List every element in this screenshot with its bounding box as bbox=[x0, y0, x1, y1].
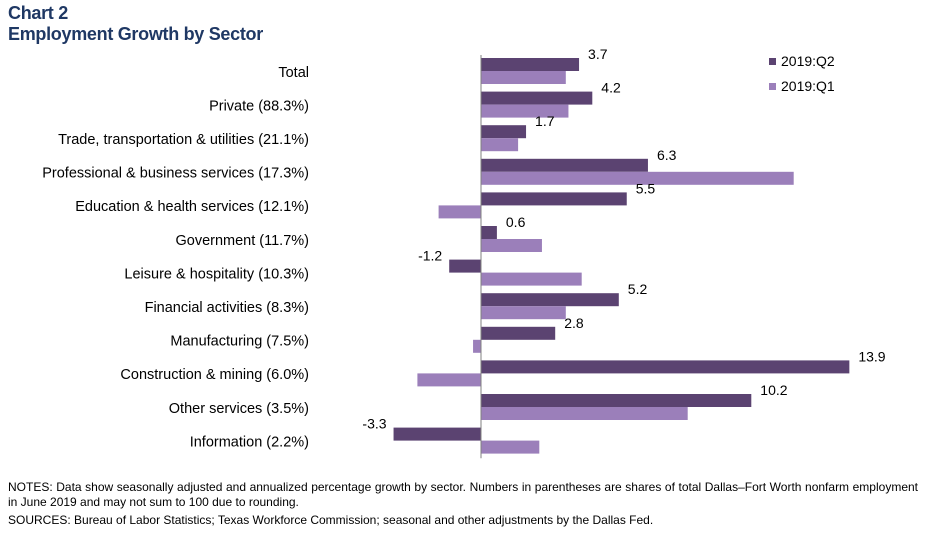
data-label: 2.8 bbox=[564, 315, 584, 331]
bar-q1 bbox=[481, 272, 582, 286]
chart-notes: NOTES: Data show seasonally adjusted and… bbox=[8, 480, 918, 509]
chart-title-block: Chart 2 Employment Growth by Sector bbox=[8, 3, 263, 45]
data-label: 5.5 bbox=[636, 180, 656, 196]
data-label: 4.2 bbox=[601, 80, 621, 96]
data-label: 6.3 bbox=[657, 147, 677, 163]
category-label: Construction & mining (6.0%) bbox=[120, 367, 309, 383]
legend-label: 2019:Q1 bbox=[781, 78, 835, 94]
bar-q1 bbox=[481, 104, 569, 118]
bar-q1 bbox=[481, 407, 688, 420]
category-label: Private (88.3%) bbox=[209, 98, 309, 114]
category-label: Leisure & hospitality (10.3%) bbox=[124, 266, 309, 282]
category-label: Manufacturing (7.5%) bbox=[170, 334, 309, 350]
bar-q1 bbox=[481, 138, 519, 152]
bar-q1 bbox=[481, 440, 540, 454]
chart-number: Chart 2 bbox=[8, 3, 68, 23]
data-label: 1.7 bbox=[535, 113, 555, 129]
chart-title: Employment Growth by Sector bbox=[8, 24, 263, 44]
bar-q2 bbox=[393, 427, 481, 441]
bar-q1 bbox=[481, 171, 794, 185]
category-label: Information (2.2%) bbox=[190, 434, 309, 450]
data-label: 13.9 bbox=[858, 348, 885, 364]
bar-q2 bbox=[481, 360, 850, 374]
bar-q2 bbox=[449, 259, 481, 273]
data-label: -1.2 bbox=[418, 248, 442, 264]
chart-sources: SOURCES: Bureau of Labor Statistics; Tex… bbox=[8, 513, 654, 527]
legend-swatch bbox=[769, 58, 776, 65]
category-label: Government (11.7%) bbox=[175, 233, 309, 249]
bar-q1 bbox=[481, 306, 566, 320]
category-label: Professional & business services (17.3%) bbox=[42, 166, 309, 182]
bar-chart: Total 3.7 Private (88.3%) 4.2 Trade, transpo… bbox=[42, 46, 886, 459]
bar-q2 bbox=[481, 326, 556, 340]
bar-q2 bbox=[481, 158, 648, 172]
bar-q2 bbox=[481, 125, 527, 139]
data-label: -3.3 bbox=[362, 416, 386, 432]
bar-q1 bbox=[473, 339, 481, 353]
bar-q2 bbox=[481, 394, 752, 407]
bar-q1 bbox=[417, 373, 481, 387]
data-label: 3.7 bbox=[588, 46, 608, 62]
category-label: Trade, transportation & utilities (21.1%… bbox=[58, 132, 309, 148]
category-label: Financial activities (8.3%) bbox=[145, 300, 309, 316]
data-label: 0.6 bbox=[506, 214, 526, 230]
data-label: 10.2 bbox=[760, 382, 787, 398]
category-label: Other services (3.5%) bbox=[169, 401, 309, 417]
category-label: Education & health services (12.1%) bbox=[75, 199, 309, 215]
bar-q2 bbox=[481, 192, 627, 206]
bar-q2 bbox=[481, 58, 580, 71]
bar-q2 bbox=[481, 226, 497, 239]
legend-swatch bbox=[769, 83, 776, 90]
bar-q2 bbox=[481, 91, 593, 105]
data-label: 5.2 bbox=[628, 281, 648, 297]
bar-q1 bbox=[481, 71, 566, 84]
bar-q1 bbox=[438, 205, 481, 219]
bar-q1 bbox=[481, 239, 542, 252]
bar-q2 bbox=[481, 293, 619, 307]
legend-label: 2019:Q2 bbox=[781, 53, 835, 69]
category-label: Total bbox=[278, 65, 309, 81]
